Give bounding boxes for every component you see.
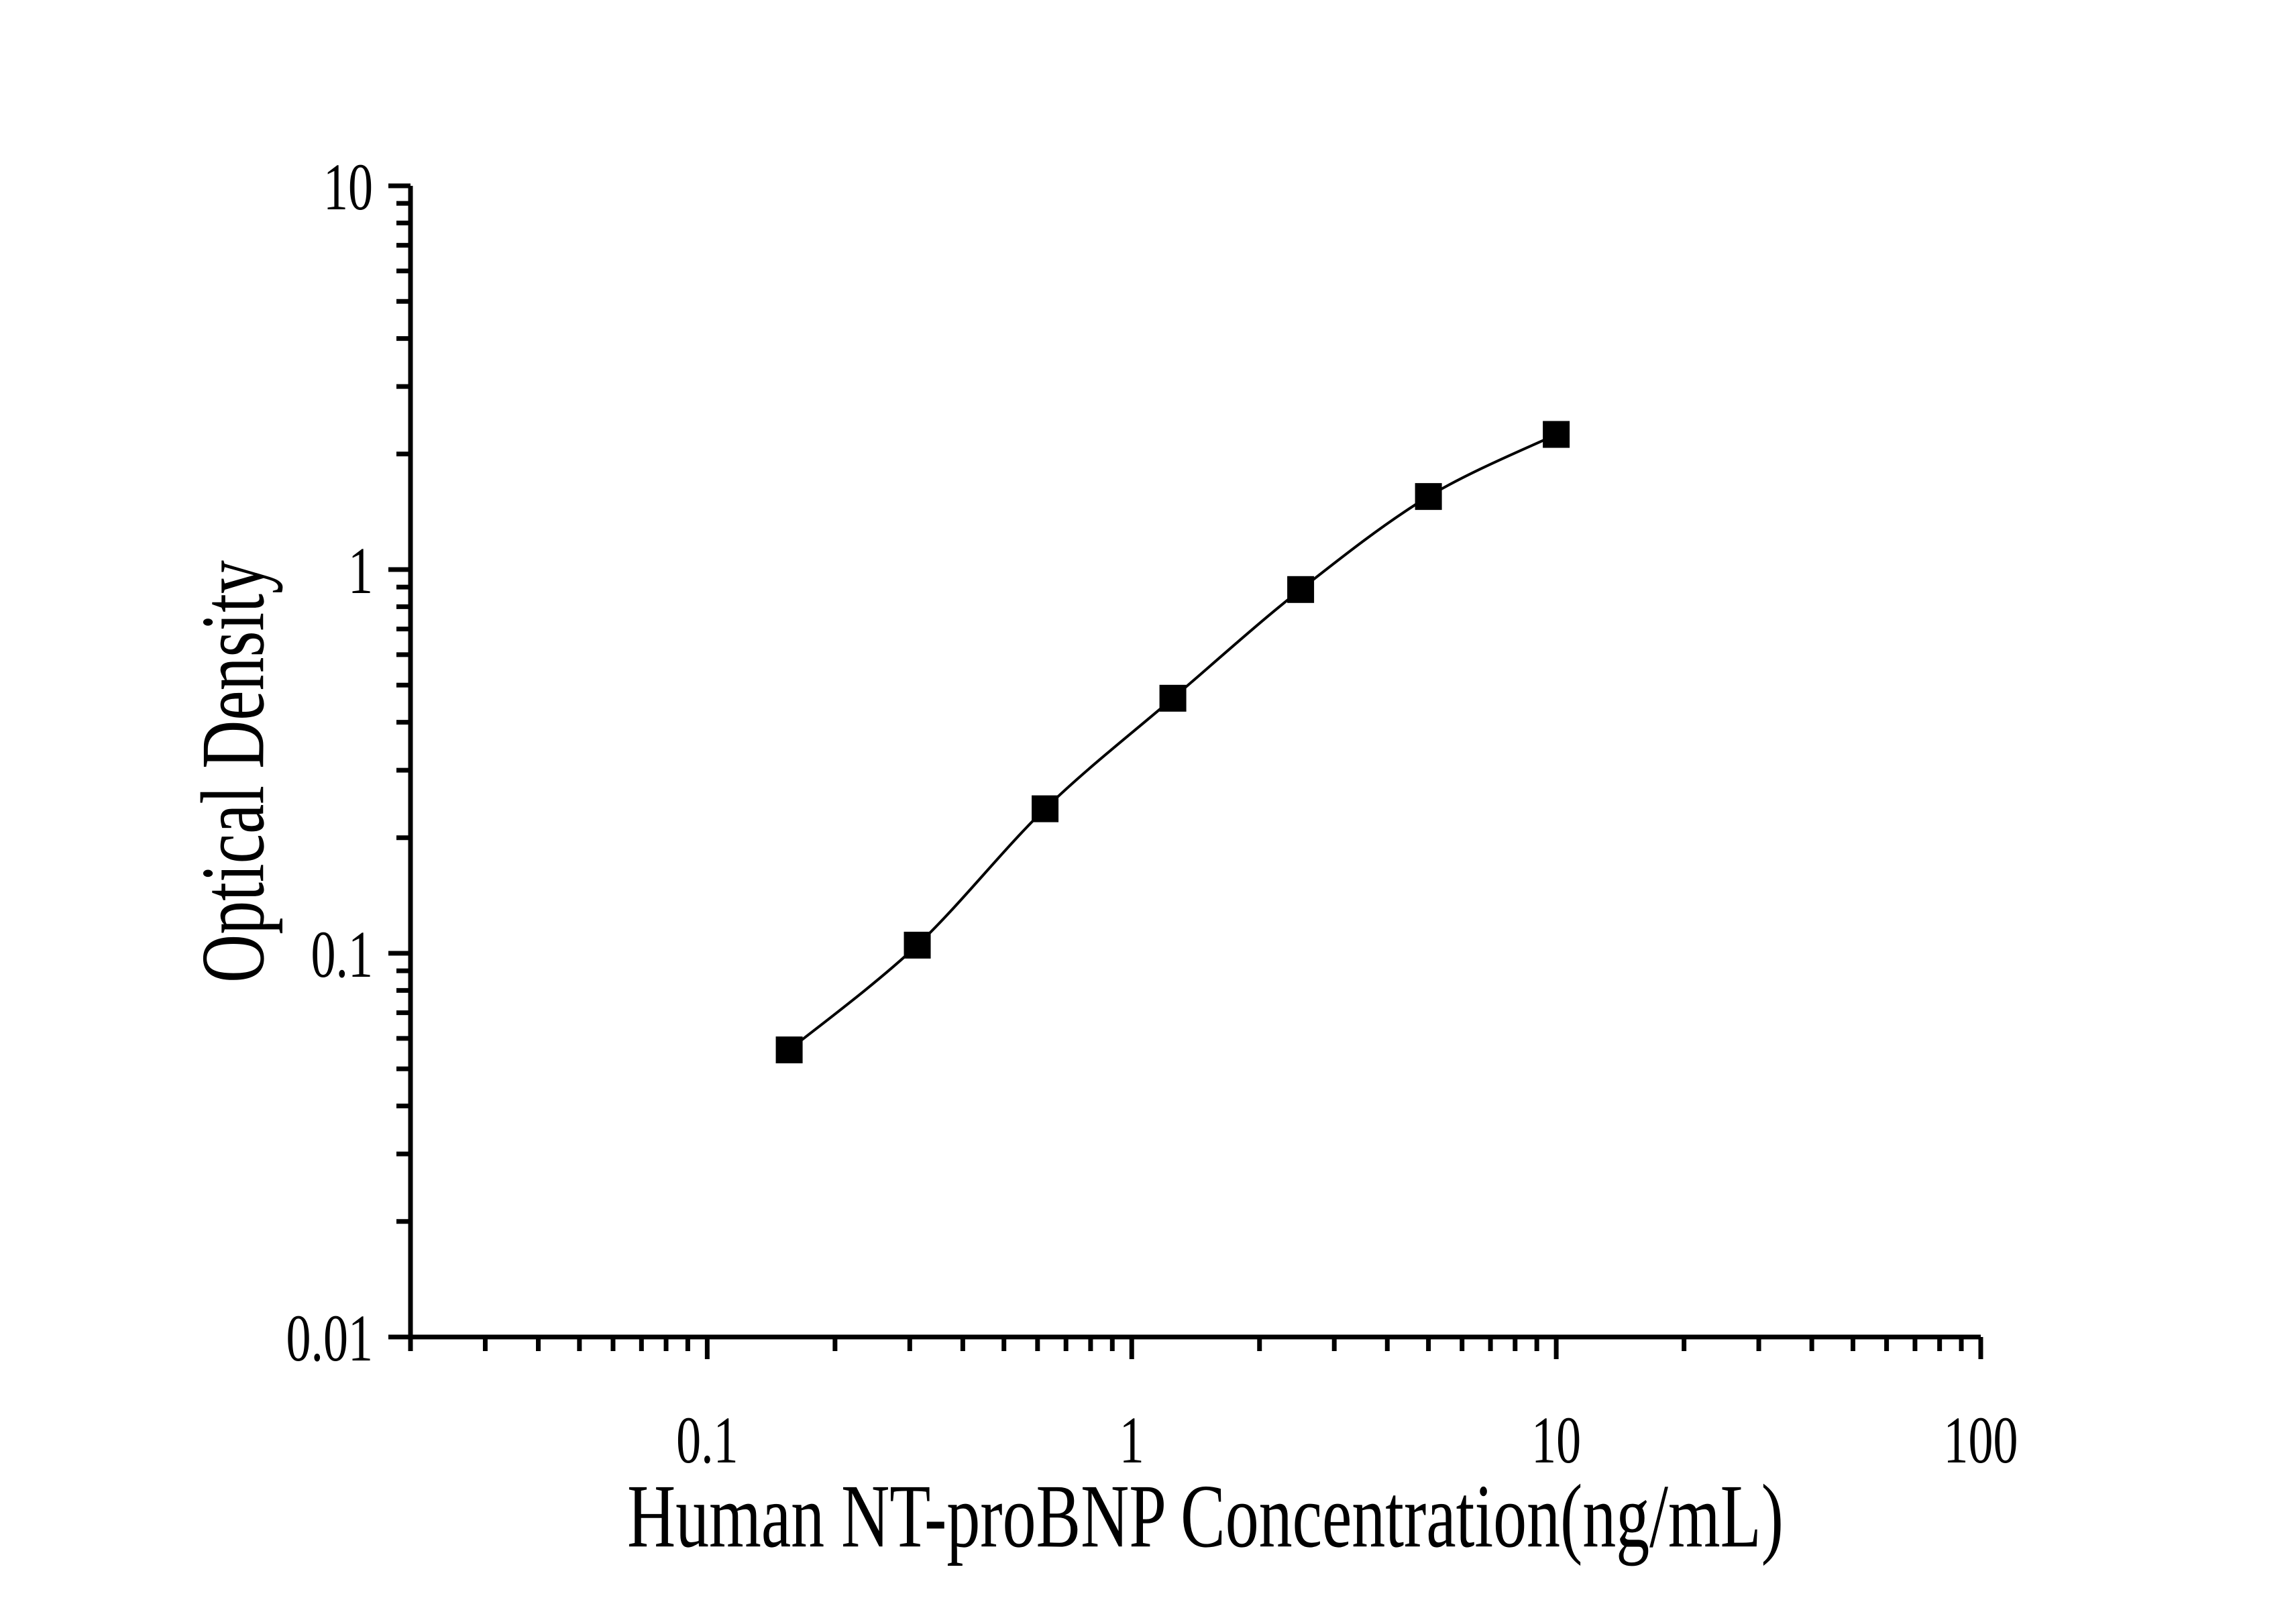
x-tick-label: 100 [1944,1403,2018,1477]
y-tick-label: 0.01 [286,1301,373,1375]
data-point-marker [1543,421,1570,448]
y-tick-label: 10 [323,150,373,224]
series-markers [775,421,1570,1064]
data-point-marker [1287,576,1315,603]
x-tick-label: 0.1 [676,1403,738,1477]
data-point-marker [775,1036,803,1064]
data-point-marker [904,931,931,959]
x-tick-label: 10 [1531,1403,1581,1477]
data-point-marker [1032,795,1059,822]
y-tick-label: 1 [348,534,373,608]
x-axis-title: Human NT-proBNP Concentration(ng/mL) [627,1466,1784,1566]
x-tick-label: 1 [1119,1403,1144,1477]
y-tick-label: 0.1 [311,918,373,992]
y-axis-title: Optical Density [182,560,283,983]
data-point-marker [1415,483,1442,511]
data-point-marker [1159,684,1187,712]
axes [388,183,1983,1359]
